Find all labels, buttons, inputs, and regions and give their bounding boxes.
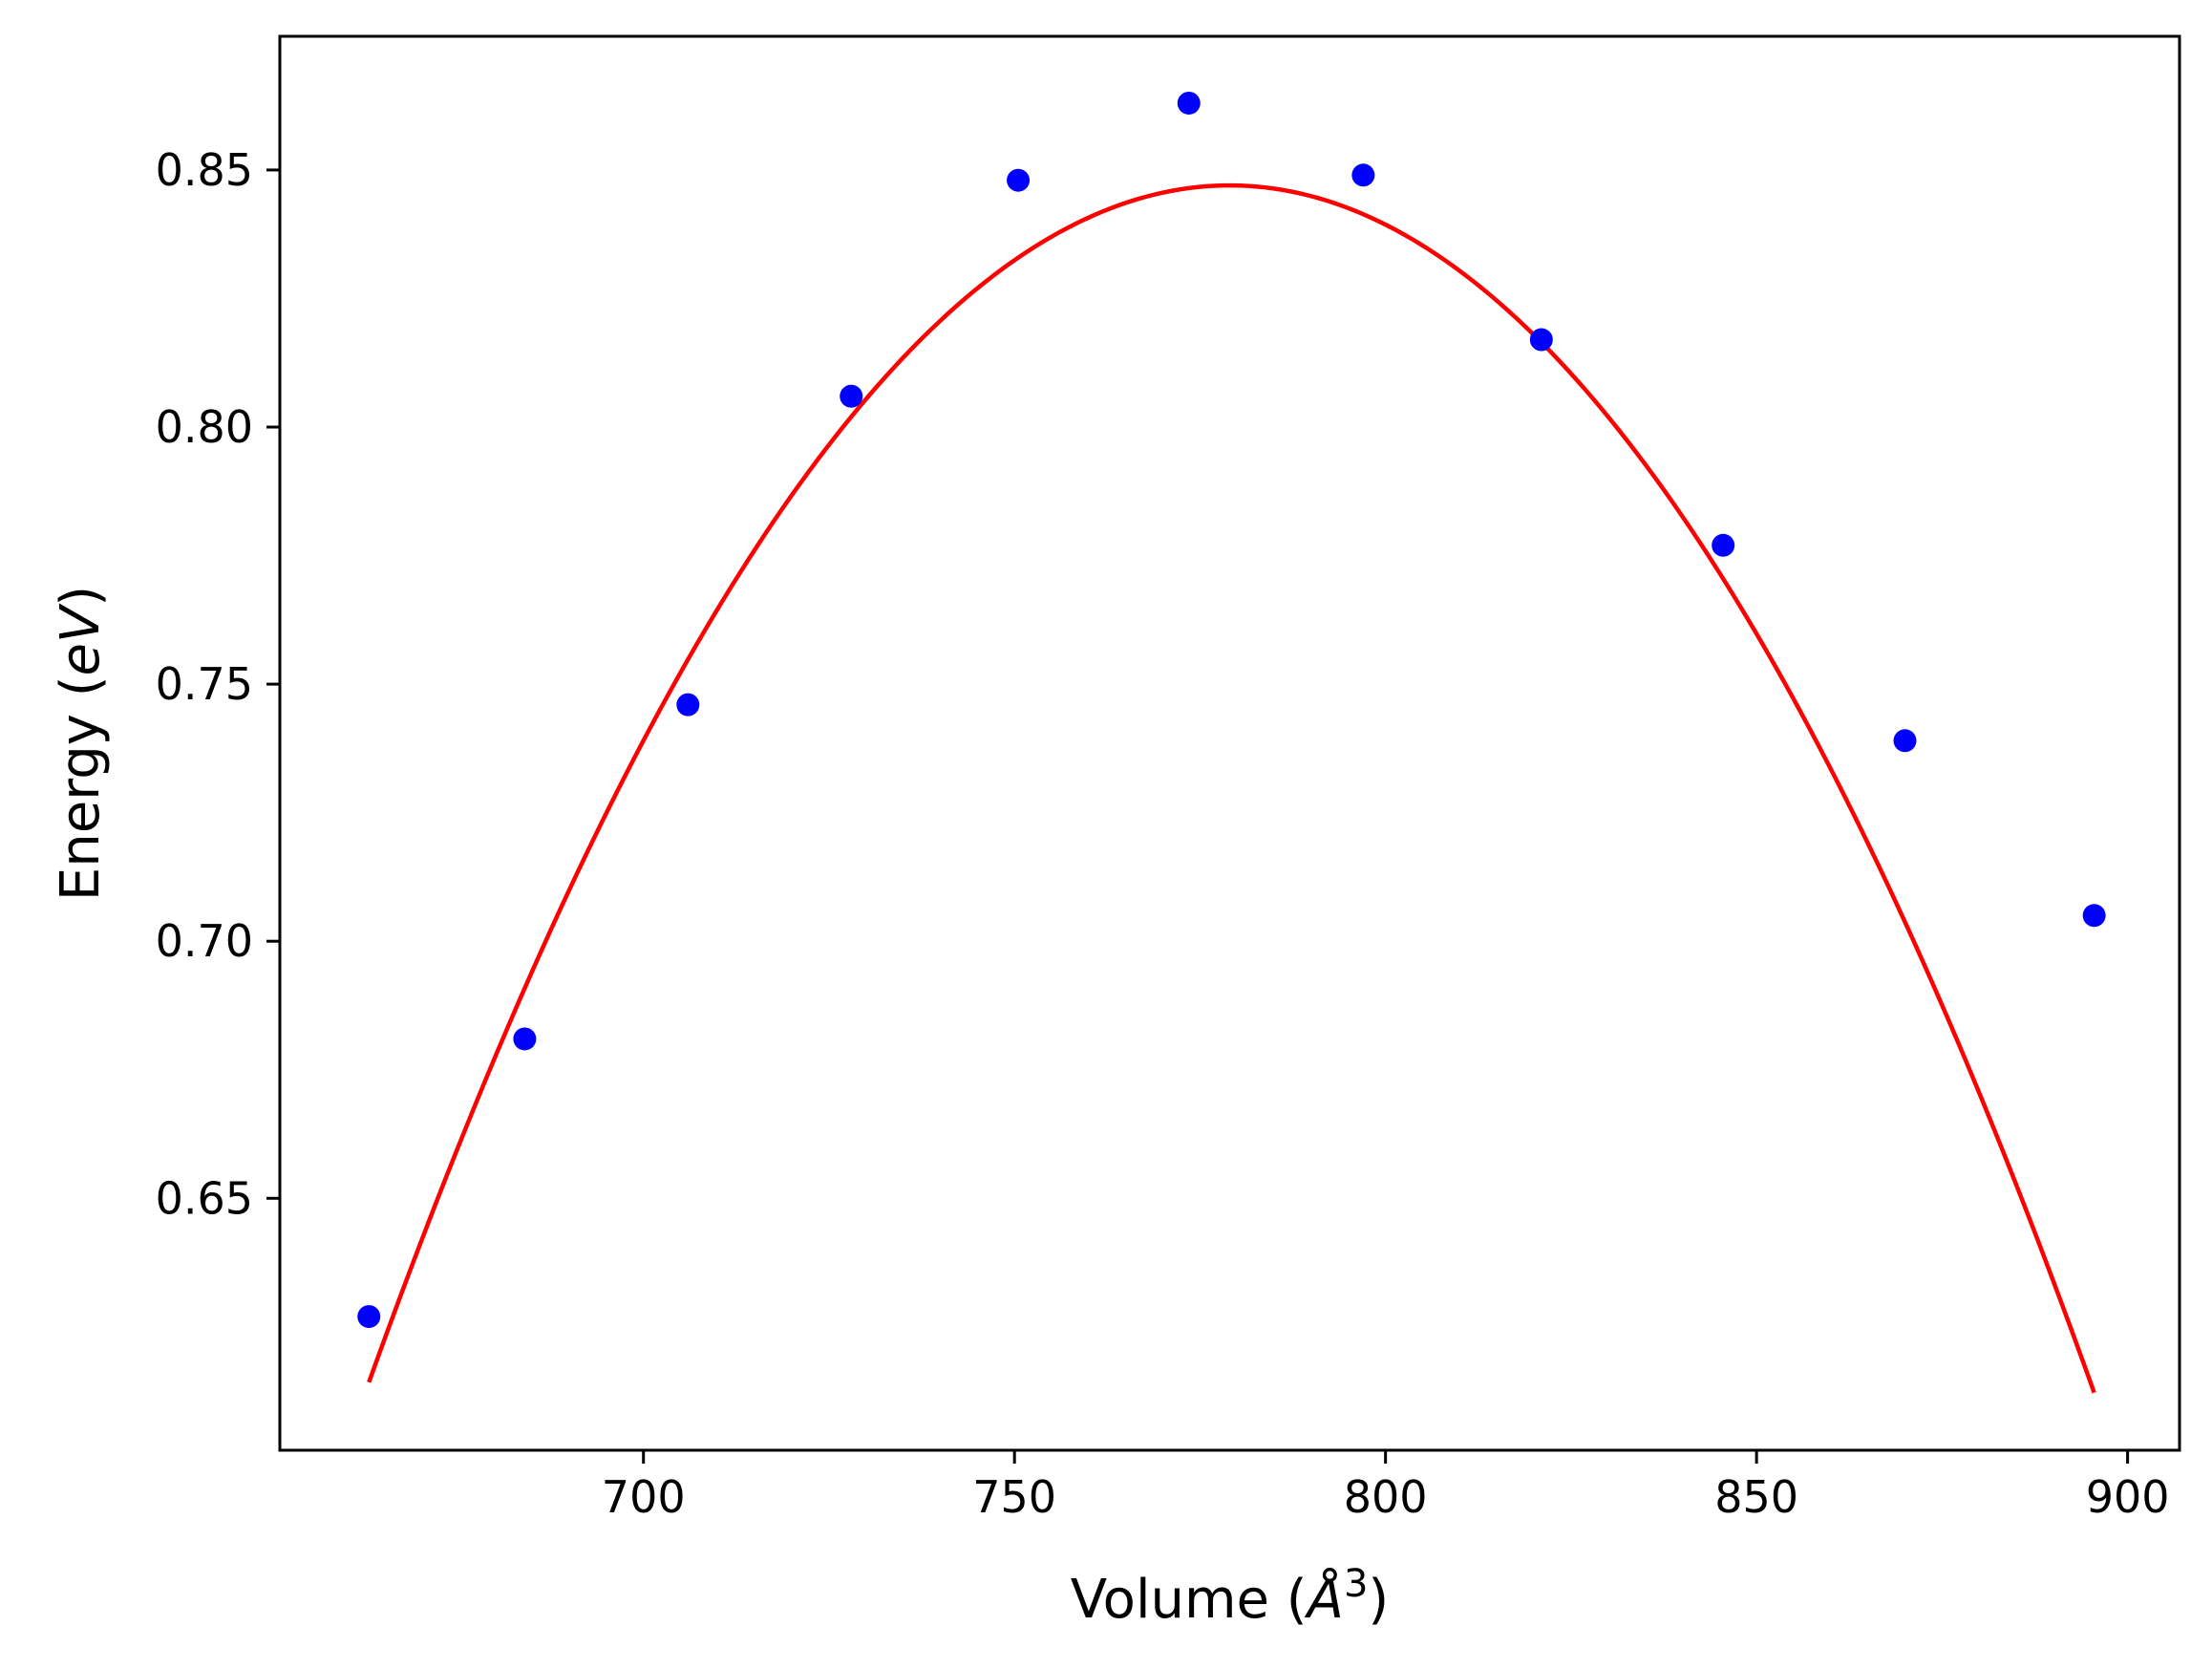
- data-point: [1529, 328, 1553, 352]
- data-point: [357, 1305, 381, 1329]
- data-point: [1007, 168, 1031, 192]
- y-axis-ticks: 0.65 0.70 0.75 0.80 0.85: [156, 144, 280, 1224]
- plot-frame: [278, 34, 2181, 1452]
- x-tick-label: 850: [1714, 1471, 1798, 1523]
- data-point: [1351, 163, 1375, 187]
- y-axis-label: Energy (eV): [50, 586, 112, 901]
- y-tick-label: 0.80: [156, 401, 253, 453]
- x-axis-ticks: 700 750 800 850 900: [602, 1450, 2170, 1523]
- data-point: [676, 693, 700, 717]
- plot-content: [357, 91, 2106, 1394]
- x-tick-label: 700: [602, 1471, 686, 1523]
- x-tick-label: 750: [972, 1471, 1056, 1523]
- y-tick-label: 0.65: [156, 1172, 253, 1224]
- x-tick-label: 800: [1344, 1471, 1428, 1523]
- data-point: [840, 384, 863, 408]
- data-point: [1177, 91, 1201, 115]
- x-axis-label: Volume (Å3): [1071, 1562, 1390, 1631]
- y-tick-label: 0.75: [156, 658, 253, 710]
- data-point: [2082, 904, 2106, 928]
- data-point: [1893, 729, 1917, 753]
- y-tick-label: 0.70: [156, 915, 253, 967]
- data-point: [513, 1027, 537, 1051]
- y-tick-label: 0.85: [156, 144, 253, 196]
- fit-curve: [367, 182, 2096, 1394]
- x-tick-label: 900: [2086, 1471, 2170, 1523]
- data-point: [1712, 533, 1735, 557]
